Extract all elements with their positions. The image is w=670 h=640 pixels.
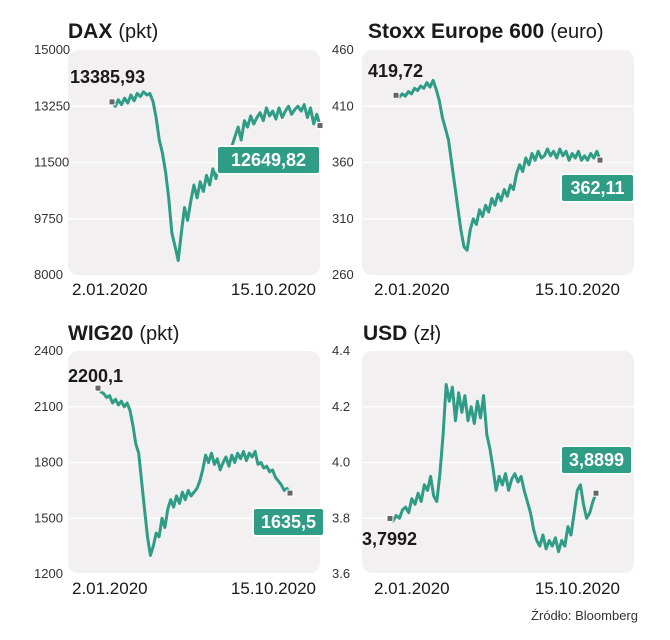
chart-title-name: Stoxx Europe 600 [368,20,544,43]
y-tick-label: 1200 [34,566,63,581]
chart-title-unit: (pkt) [118,21,158,43]
chart-title: Stoxx Europe 600 (euro) [368,20,604,43]
charts-grid: 15000 13250 11500 9750 8000 DAX (pkt) 13385,93 1… [34,20,635,598]
y-tick-label: 3.8 [332,510,350,525]
end-value-label: 362,11 [570,178,624,198]
start-marker [108,98,116,106]
chart-title-name: USD [363,322,407,345]
y-tick-label: 9750 [34,211,63,226]
start-value-label: 2200,1 [68,366,123,386]
y-tick-label: 4.4 [332,343,350,358]
chart-title: USD (zł) [363,322,441,345]
end-marker [596,156,604,164]
end-value-badge [560,173,635,203]
y-tick-label: 1500 [34,510,63,525]
chart-title-unit: (pkt) [139,323,179,345]
source-note: Źródło: Bloomberg [531,608,638,623]
x-end-date: 15.10.2020 [535,579,620,598]
y-tick-label: 2400 [34,343,63,358]
y-tick-label: 2100 [34,399,63,414]
y-tick-label: 4.0 [332,455,350,470]
start-marker [392,91,400,99]
x-end-date: 15.10.2020 [535,280,620,299]
y-tick-label: 460 [332,42,354,57]
start-marker [386,514,394,522]
end-marker [286,489,294,497]
series-line [388,383,598,554]
x-end-date: 15.10.2020 [231,579,316,598]
y-tick-label: 3.6 [332,566,350,581]
y-tick-label: 1800 [34,455,63,470]
y-tick-label: 410 [332,98,354,113]
y-tick-label: 15000 [34,42,70,57]
start-marker [94,384,102,392]
chart-title: DAX (pkt) [68,20,158,43]
end-value-badge [216,145,321,175]
chart-panel-usd: 4.4 4.2 4.0 3.8 3.6 USD (zł) 3,7992 3,8899 2.01.2… [332,322,634,598]
x-start-date: 2.01.2020 [72,280,148,299]
y-tick-label: 8000 [34,267,63,282]
y-tick-label: 360 [332,155,354,170]
chart-panel-dax: 15000 13250 11500 9750 8000 DAX (pkt) 13385,93 1… [34,20,324,299]
x-start-date: 2.01.2020 [374,579,450,598]
x-start-date: 2.01.2020 [374,280,450,299]
series-line [110,90,322,262]
chart-panel-stoxx-europe-600: 460 410 360 310 260 Stoxx Europe 600 (euro) 419… [332,20,635,299]
y-tick-label: 260 [332,267,354,282]
chart-panel-wig20: 2400 2100 1800 1500 1200 WIG20 (pkt) 2200,1 1635… [34,322,325,598]
series-line [394,78,602,252]
start-value-label: 3,7992 [362,529,417,549]
y-tick-label: 4.2 [332,399,350,414]
y-tick-label: 11500 [34,155,69,170]
start-value-label: 419,72 [368,61,423,81]
start-value-label: 13385,93 [70,67,145,87]
chart-title-unit: (zł) [413,323,441,345]
end-value-label: 1635,5 [261,512,316,532]
chart-title: WIG20 (pkt) [68,322,179,345]
chart-title-name: DAX [68,20,112,43]
end-marker [316,122,324,130]
end-value-label: 3,8899 [569,450,624,470]
x-end-date: 15.10.2020 [231,280,316,299]
x-start-date: 2.01.2020 [72,579,148,598]
series-line [96,386,292,557]
end-value-badge [252,507,325,537]
end-value-label: 12649,82 [231,150,306,170]
chart-title-unit: (euro) [550,21,603,43]
end-value-badge [560,445,633,475]
y-tick-label: 310 [332,211,354,226]
y-tick-label: 13250 [34,98,70,113]
chart-title-name: WIG20 [68,322,133,345]
end-marker [592,489,600,497]
